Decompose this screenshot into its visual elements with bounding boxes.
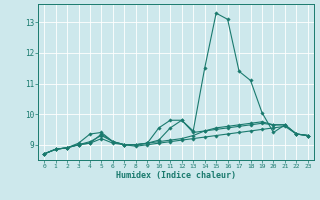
X-axis label: Humidex (Indice chaleur): Humidex (Indice chaleur) xyxy=(116,171,236,180)
